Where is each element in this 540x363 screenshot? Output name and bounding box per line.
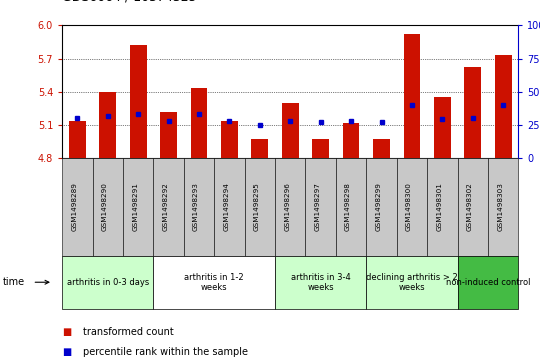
Text: GSM1498297: GSM1498297	[315, 183, 321, 231]
Bar	[160, 111, 177, 158]
Text: GSM1498303: GSM1498303	[497, 183, 503, 231]
Bar	[495, 55, 511, 158]
Bar	[99, 91, 116, 158]
Text: arthritis in 0-3 days: arthritis in 0-3 days	[66, 278, 149, 287]
Text: GSM1498300: GSM1498300	[406, 183, 412, 231]
Text: non-induced control: non-induced control	[446, 278, 530, 287]
Text: GSM1498290: GSM1498290	[102, 183, 108, 231]
Text: GSM1498292: GSM1498292	[163, 183, 168, 231]
Bar	[373, 139, 390, 158]
Text: declining arthritis > 2
weeks: declining arthritis > 2 weeks	[366, 273, 458, 292]
Bar	[343, 123, 360, 158]
Text: GSM1498295: GSM1498295	[254, 183, 260, 231]
Bar	[434, 97, 451, 158]
Text: GSM1498296: GSM1498296	[284, 183, 291, 231]
Bar	[464, 68, 481, 158]
Text: transformed count: transformed count	[83, 327, 173, 337]
Text: GSM1498293: GSM1498293	[193, 183, 199, 231]
Bar	[191, 88, 207, 158]
Text: GDS6064 / 10374325: GDS6064 / 10374325	[62, 0, 197, 4]
Text: arthritis in 1-2
weeks: arthritis in 1-2 weeks	[184, 273, 244, 292]
Text: GSM1498298: GSM1498298	[345, 183, 351, 231]
Text: arthritis in 3-4
weeks: arthritis in 3-4 weeks	[291, 273, 350, 292]
Text: ■: ■	[62, 327, 71, 337]
Bar	[69, 122, 86, 158]
Bar	[312, 139, 329, 158]
Text: GSM1498299: GSM1498299	[375, 183, 381, 231]
Text: percentile rank within the sample: percentile rank within the sample	[83, 347, 248, 357]
Text: GSM1498294: GSM1498294	[224, 183, 230, 231]
Bar	[282, 103, 299, 158]
Bar	[221, 122, 238, 158]
Text: time: time	[3, 277, 25, 287]
Text: GSM1498291: GSM1498291	[132, 183, 138, 231]
Text: GSM1498301: GSM1498301	[436, 183, 442, 231]
Text: GSM1498289: GSM1498289	[71, 183, 77, 231]
Bar	[252, 139, 268, 158]
Bar	[130, 45, 146, 158]
Bar	[403, 34, 420, 158]
Text: ■: ■	[62, 347, 71, 357]
Text: GSM1498302: GSM1498302	[467, 183, 473, 231]
